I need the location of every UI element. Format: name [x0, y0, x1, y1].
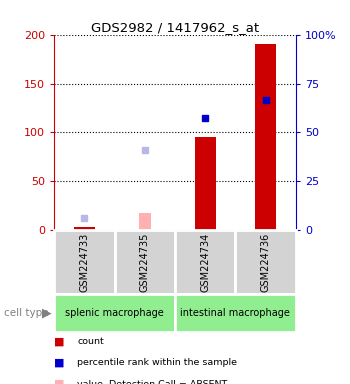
Text: ▶: ▶	[42, 306, 52, 319]
Text: GSM224734: GSM224734	[200, 232, 210, 292]
Bar	[139, 213, 150, 230]
Bar	[115, 230, 175, 294]
Text: GSM224736: GSM224736	[260, 232, 271, 292]
Text: count: count	[77, 337, 104, 346]
Text: GDS2982 / 1417962_s_at: GDS2982 / 1417962_s_at	[91, 21, 259, 34]
Text: splenic macrophage: splenic macrophage	[65, 308, 164, 318]
Bar	[54, 294, 175, 332]
Bar	[74, 227, 95, 230]
Text: cell type: cell type	[4, 308, 48, 318]
Bar	[175, 230, 235, 294]
Text: ■: ■	[54, 379, 65, 384]
Bar	[175, 294, 296, 332]
Bar	[255, 45, 276, 230]
Text: percentile rank within the sample: percentile rank within the sample	[77, 358, 237, 367]
Text: value, Detection Call = ABSENT: value, Detection Call = ABSENT	[77, 379, 227, 384]
Bar	[195, 137, 216, 230]
Bar	[235, 230, 296, 294]
Text: GSM224735: GSM224735	[140, 232, 150, 292]
Text: ■: ■	[54, 337, 65, 347]
Text: intestinal macrophage: intestinal macrophage	[181, 308, 290, 318]
Text: GSM224733: GSM224733	[79, 232, 90, 292]
Bar	[54, 230, 115, 294]
Text: ■: ■	[54, 358, 65, 368]
